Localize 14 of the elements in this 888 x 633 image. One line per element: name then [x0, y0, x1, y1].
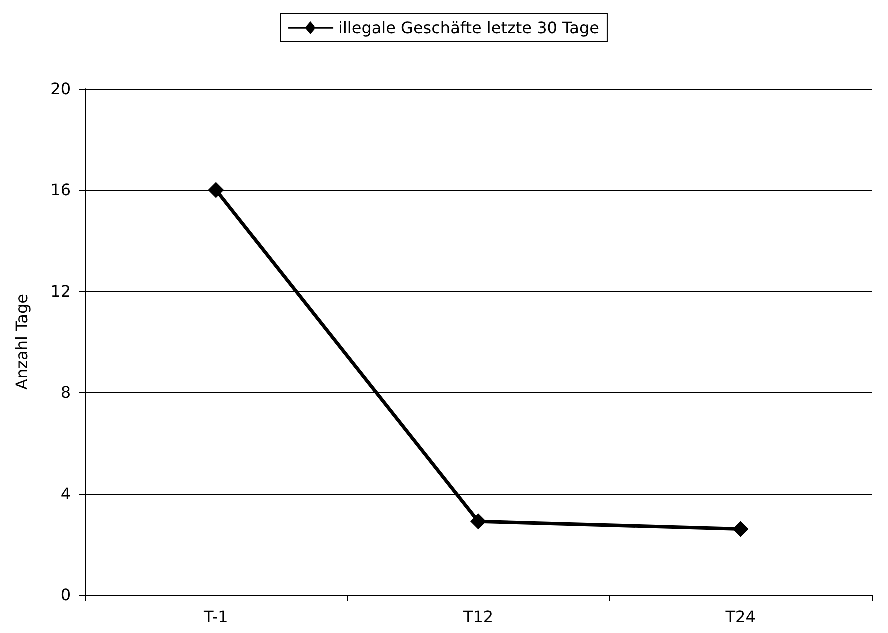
y-tick-label: 4: [60, 484, 71, 504]
x-tick-label: T-1: [203, 608, 228, 626]
x-tick-label: T24: [724, 608, 756, 626]
legend-label: illegale Geschäfte letzte 30 Tage: [338, 18, 600, 38]
point: [470, 514, 486, 530]
y-tick-label: 0: [60, 586, 71, 604]
point: [208, 182, 224, 198]
y-axis-title: Anzahl Tage: [12, 294, 32, 390]
point: [732, 521, 749, 538]
y-tick-label: 20: [50, 80, 71, 98]
y-tick-label: 12: [50, 282, 71, 301]
y-tick-label: 8: [60, 383, 71, 402]
y-tick-label: 16: [50, 180, 71, 200]
x-tick-label: T12: [462, 608, 494, 626]
